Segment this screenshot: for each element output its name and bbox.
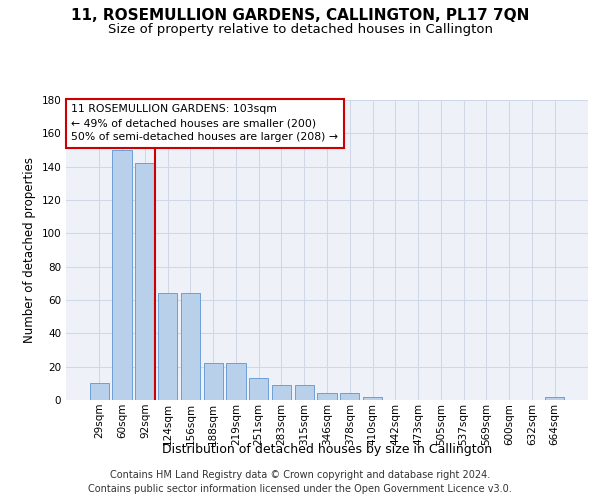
Text: 11 ROSEMULLION GARDENS: 103sqm
← 49% of detached houses are smaller (200)
50% of: 11 ROSEMULLION GARDENS: 103sqm ← 49% of … [71,104,338,142]
Bar [112,150,132,400]
Bar [90,384,109,400]
Text: 11, ROSEMULLION GARDENS, CALLINGTON, PL17 7QN: 11, ROSEMULLION GARDENS, CALLINGTON, PL1… [71,8,529,22]
Bar [545,396,564,400]
Text: Contains HM Land Registry data © Crown copyright and database right 2024.
Contai: Contains HM Land Registry data © Crown c… [88,470,512,494]
Bar [203,364,223,400]
Bar [158,294,178,400]
Text: Distribution of detached houses by size in Callington: Distribution of detached houses by size … [162,442,492,456]
Text: Size of property relative to detached houses in Callington: Size of property relative to detached ho… [107,22,493,36]
Bar [317,394,337,400]
Bar [249,378,268,400]
Bar [295,385,314,400]
Bar [340,394,359,400]
Bar [135,164,155,400]
Bar [226,364,245,400]
Bar [181,294,200,400]
Bar [272,385,291,400]
Y-axis label: Number of detached properties: Number of detached properties [23,157,36,343]
Bar [363,396,382,400]
